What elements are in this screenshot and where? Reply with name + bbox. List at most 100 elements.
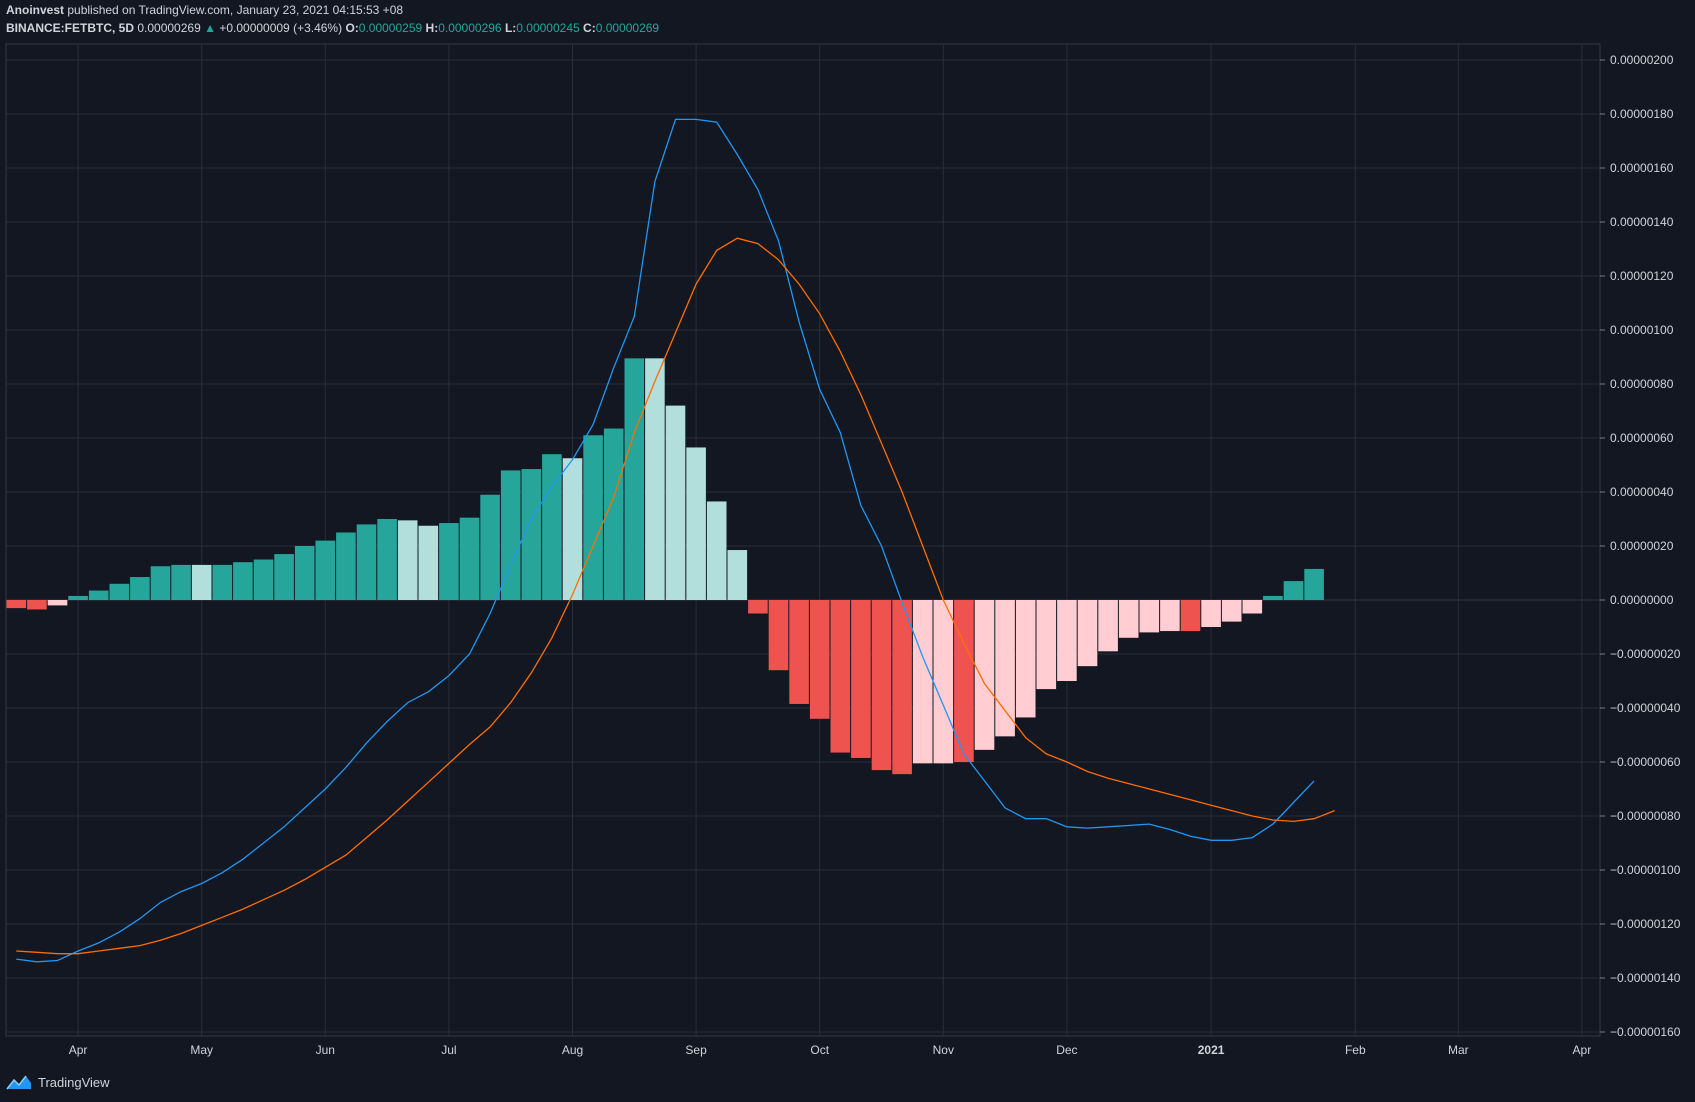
low-label: L:	[504, 21, 517, 35]
tradingview-logo-icon[interactable]	[6, 1074, 32, 1090]
histogram-bar	[191, 564, 212, 600]
x-tick-label: Jul	[441, 1043, 456, 1057]
price-change: +0.00000009 (+3.46%)	[219, 21, 343, 35]
histogram-bar	[171, 564, 191, 600]
y-tick-label: −0.00000060	[1610, 755, 1681, 769]
histogram-bar	[933, 600, 954, 764]
y-tick-label: −0.00000120	[1610, 917, 1681, 931]
signal-line	[16, 237, 1335, 955]
histogram-bar	[294, 546, 315, 600]
high-label: H:	[425, 21, 439, 35]
macd-chart[interactable]: 0.00000200 0.00000180 0.00000160 0.00000140…	[0, 0, 1695, 1070]
y-tick-label: 0.00000140	[1610, 215, 1674, 229]
histogram-bar	[336, 532, 356, 600]
histogram-bar	[809, 600, 830, 719]
y-tick-label: −0.00000080	[1610, 809, 1681, 823]
y-tick-label: 0.00000120	[1610, 269, 1674, 283]
histogram-bar	[521, 469, 542, 600]
histogram-bar	[315, 540, 336, 600]
close-value: 0.00000269	[595, 21, 660, 35]
histogram-bar	[109, 583, 130, 600]
histogram-bar	[130, 577, 150, 600]
change-arrow-icon: ▲	[204, 21, 216, 35]
x-tick-label: Mar	[1448, 1043, 1469, 1057]
histogram-bar	[1304, 568, 1324, 600]
histogram-bar	[377, 519, 397, 600]
y-tick-label: 0.00000080	[1610, 377, 1674, 391]
histogram-bar	[1077, 600, 1098, 667]
histogram-bar	[583, 435, 603, 600]
x-tick-label: Oct	[810, 1043, 829, 1057]
tradingview-brand[interactable]: TradingView	[38, 1074, 110, 1090]
histogram-bar	[418, 525, 439, 600]
y-tick-label: −0.00000020	[1610, 647, 1681, 661]
histogram-bar	[1180, 600, 1201, 632]
y-tick-label: 0.00000060	[1610, 431, 1674, 445]
histogram-bar	[1221, 600, 1242, 622]
histogram-bar	[1160, 600, 1180, 632]
histogram-bar	[6, 600, 27, 609]
histogram-bar	[706, 501, 727, 600]
histogram-bar	[789, 600, 809, 704]
x-tick-label: Apr	[1573, 1043, 1592, 1057]
y-tick-label: −0.00000100	[1610, 863, 1681, 877]
x-tick-label: Sep	[685, 1043, 707, 1057]
y-tick-label: 0.00000000	[1610, 593, 1674, 607]
histogram-bar	[912, 600, 933, 764]
open-value: 0.00000259	[358, 21, 423, 35]
open-label: O:	[345, 21, 359, 35]
y-tick-label: −0.00000160	[1610, 1025, 1681, 1039]
macd-line	[16, 118, 1315, 963]
histogram-bar	[542, 454, 562, 600]
low-value: 0.00000245	[516, 21, 580, 35]
y-tick-label: 0.00000020	[1610, 539, 1674, 553]
x-tick-label: 2021	[1198, 1043, 1225, 1057]
x-tick-label: Nov	[933, 1043, 954, 1057]
histogram-bar	[1201, 600, 1221, 627]
plot-frame	[5, 43, 1601, 1037]
high-value: 0.00000296	[438, 21, 502, 35]
x-tick-label: Apr	[69, 1043, 88, 1057]
histogram-bar	[397, 520, 418, 600]
histogram-bar	[480, 494, 500, 600]
published-text: published on TradingView.com, January 23…	[64, 3, 404, 17]
histogram-bar	[954, 600, 974, 762]
y-tick-label: 0.00000180	[1610, 107, 1674, 121]
histogram-bar	[439, 523, 459, 600]
author-name[interactable]: Anoinvest	[6, 3, 65, 17]
histogram-bar	[1057, 600, 1077, 681]
histogram-bar	[768, 600, 789, 671]
last-price: 0.00000269	[137, 21, 201, 35]
y-tick-label: 0.00000160	[1610, 161, 1674, 175]
histogram-bar	[665, 405, 686, 600]
histogram-bar	[686, 447, 706, 600]
histogram-bar	[500, 470, 521, 600]
footer-branding: TradingView	[6, 1074, 110, 1090]
histogram-bar	[1118, 600, 1139, 638]
histogram-bar	[47, 600, 68, 606]
histogram-bar	[274, 554, 294, 600]
symbol-name[interactable]: BINANCE:FETBTC, 5D	[6, 21, 134, 35]
histogram-bar	[253, 559, 274, 600]
histogram-bar	[1283, 581, 1304, 600]
histogram-bar	[88, 590, 109, 600]
histogram-bar	[562, 458, 583, 600]
x-tick-label: Feb	[1345, 1043, 1366, 1057]
histogram-bar	[851, 600, 871, 758]
histogram-bar	[1015, 600, 1036, 718]
x-tick-label: Aug	[562, 1043, 583, 1057]
histogram-bar	[995, 600, 1015, 737]
histogram-bar	[603, 428, 624, 600]
x-tick-label: May	[190, 1043, 213, 1057]
histogram-bar	[624, 358, 645, 600]
y-tick-label: 0.00000100	[1610, 323, 1674, 337]
histogram-bar	[233, 562, 253, 600]
histogram-bar	[68, 595, 88, 600]
histogram-bar	[27, 600, 47, 610]
histogram-bar	[830, 600, 851, 753]
close-label: C:	[583, 21, 596, 35]
x-tick-label: Jun	[316, 1043, 335, 1057]
histogram-bar	[871, 600, 892, 771]
y-tick-label: 0.00000040	[1610, 485, 1674, 499]
histogram-bar	[748, 600, 768, 614]
